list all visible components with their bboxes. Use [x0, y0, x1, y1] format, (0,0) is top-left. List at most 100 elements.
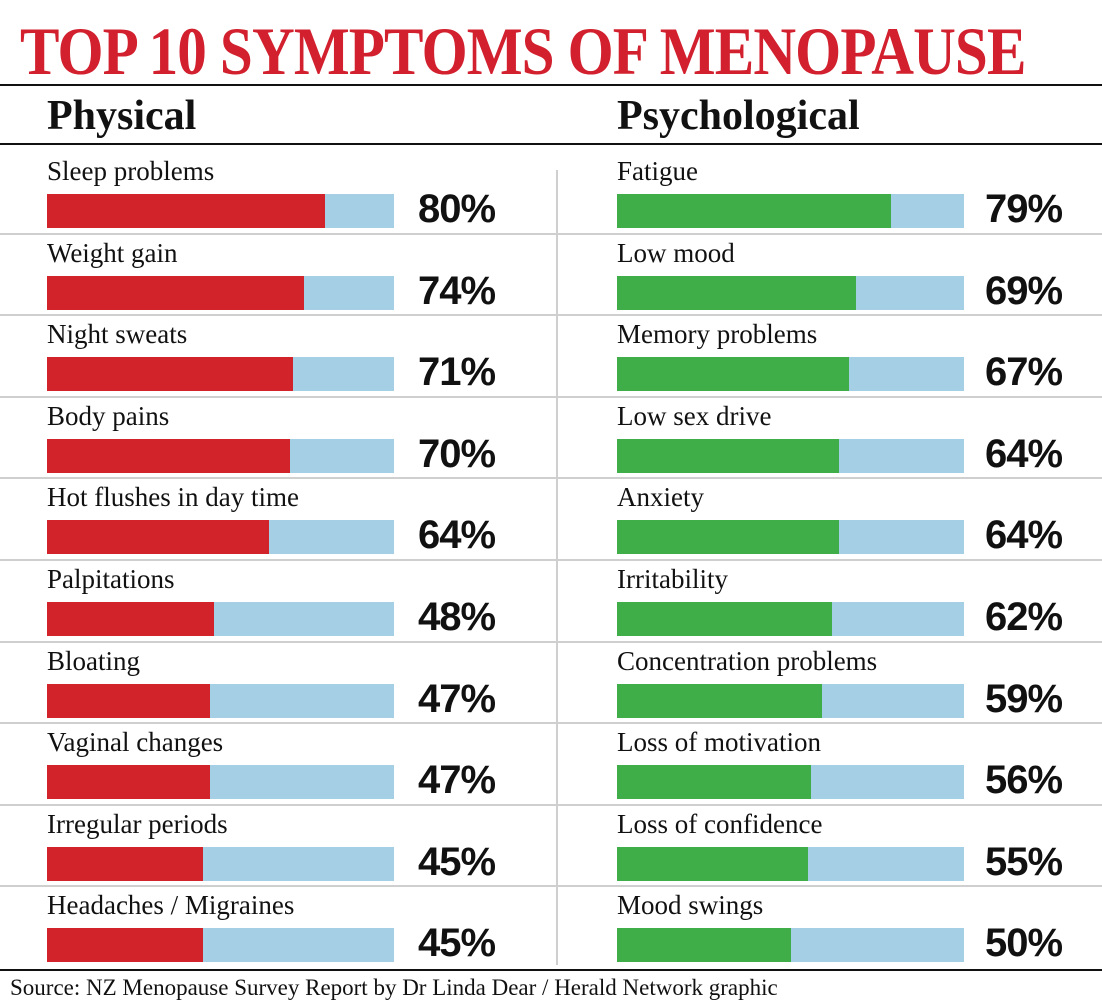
row-separator [558, 885, 1102, 888]
bar-fill [617, 275, 857, 310]
row-separator [558, 314, 1102, 317]
bar-label: Weight gain [47, 237, 178, 268]
bar-fill [617, 438, 840, 473]
bar-label: Sleep problems [47, 156, 215, 186]
row-separator [0, 885, 556, 888]
row-separator [558, 803, 1102, 806]
row-separator [558, 232, 1102, 235]
bar-fill [47, 683, 211, 718]
row-separator [0, 395, 556, 398]
bar-track [617, 194, 964, 228]
bar-track [47, 194, 394, 228]
bar-label: Irritability [617, 564, 728, 594]
bar-fill [617, 520, 840, 555]
bar-track [47, 357, 394, 392]
bar-fill [47, 602, 214, 636]
bar-fill [47, 275, 304, 310]
bar-label: Concentration problems [617, 645, 878, 676]
bar-fill [47, 520, 270, 555]
bar-track [617, 683, 964, 718]
bar-track [617, 520, 964, 555]
bar-track [617, 928, 964, 963]
bar-label: Memory problems [617, 319, 818, 350]
bar-fill [47, 438, 290, 473]
bar-track [47, 765, 394, 800]
row-separator [0, 803, 556, 806]
footer-divider [0, 969, 1102, 971]
row-separator [558, 722, 1102, 725]
row-separator [0, 314, 556, 317]
row-separator [0, 640, 556, 643]
bar-track [47, 602, 394, 636]
value-label: 59% [985, 676, 1063, 721]
value-label: 64% [418, 513, 496, 558]
row-separator [558, 477, 1102, 480]
source-note: Source: NZ Menopause Survey Report by Dr… [10, 975, 778, 1000]
value-label: 80% [418, 187, 496, 231]
value-label: 45% [418, 839, 496, 884]
bar-track [617, 275, 964, 310]
column-divider [556, 170, 558, 965]
physical-heading: Physical [47, 93, 197, 139]
row-separator [0, 722, 556, 725]
bar-label: Night sweats [47, 319, 188, 350]
bar-label: Headaches / Migraines [47, 890, 295, 921]
value-label: 47% [418, 676, 496, 721]
row-separator [558, 395, 1102, 398]
value-label: 69% [985, 268, 1063, 313]
bar-track [617, 602, 964, 636]
bar-fill [617, 765, 812, 800]
bar-label: Body pains [47, 400, 170, 431]
bar-fill [617, 846, 808, 881]
header-divider [0, 143, 1102, 145]
value-label: 45% [418, 921, 496, 966]
bar-label: Low mood [617, 237, 735, 268]
value-label: 64% [985, 513, 1063, 558]
title-divider [0, 84, 1102, 86]
value-label: 48% [418, 595, 496, 639]
bar-label: Loss of motivation [617, 727, 821, 758]
bar-label: Fatigue [617, 156, 698, 186]
bar-fill [617, 683, 822, 718]
value-label: 64% [985, 431, 1063, 476]
bar-fill [47, 928, 204, 963]
bar-label: Bloating [47, 645, 140, 676]
bar-label: Loss of confidence [617, 808, 823, 839]
bar-label: Irregular periods [47, 808, 228, 839]
bar-track [47, 275, 394, 310]
bar-track [47, 438, 394, 473]
bar-label: Mood swings [617, 890, 764, 921]
value-label: 67% [985, 350, 1063, 395]
bar-fill [47, 194, 325, 228]
bar-fill [617, 928, 791, 963]
value-label: 74% [418, 268, 496, 313]
bar-fill [617, 357, 850, 392]
bar-track [617, 765, 964, 800]
bar-label: Anxiety [617, 482, 704, 513]
value-label: 70% [418, 431, 496, 476]
value-label: 50% [985, 921, 1063, 966]
value-label: 79% [985, 187, 1063, 231]
bar-label: Palpitations [47, 564, 175, 594]
value-label: 47% [418, 758, 496, 803]
value-label: 71% [418, 350, 496, 395]
bar-fill [617, 194, 892, 228]
bar-fill [47, 765, 211, 800]
row-separator [0, 477, 556, 480]
chart-title: TOP 10 SYMPTOMS OF MENOPAUSE [20, 13, 1026, 89]
bar-track [47, 928, 394, 963]
bar-fill [47, 846, 204, 881]
value-label: 62% [985, 595, 1063, 639]
bar-track [617, 846, 964, 881]
bar-fill [617, 602, 833, 636]
bar-track [47, 683, 394, 718]
bar-fill [47, 357, 294, 392]
bar-track [617, 438, 964, 473]
row-separator [558, 640, 1102, 643]
row-separator [558, 559, 1102, 561]
psychological-heading: Psychological [617, 93, 860, 139]
bar-label: Vaginal changes [47, 727, 224, 758]
bar-track [617, 357, 964, 392]
bar-label: Hot flushes in day time [47, 482, 299, 513]
value-label: 55% [985, 839, 1063, 884]
